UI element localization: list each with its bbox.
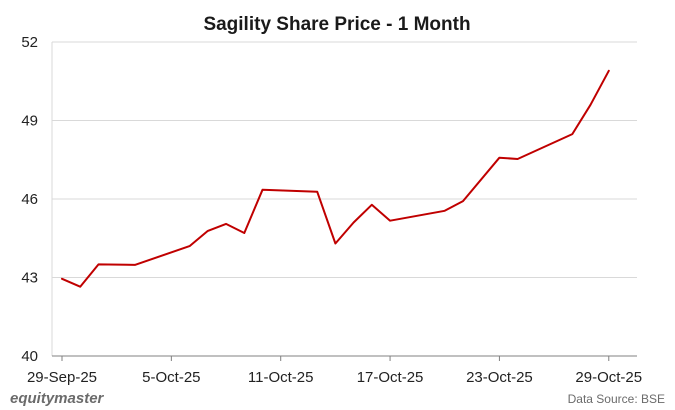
x-axis: 29-Sep-25 5-Oct-25 11-Oct-25 17-Oct-25 23-Oc… bbox=[27, 355, 642, 386]
x-tick-label: 29-Oct-25 bbox=[575, 369, 642, 386]
x-tick-label: 23-Oct-25 bbox=[466, 369, 533, 386]
price-line bbox=[61, 69, 610, 288]
x-tick-label: 17-Oct-25 bbox=[357, 369, 424, 386]
y-tick-label: 40 bbox=[21, 348, 38, 365]
equitymaster-logo: equitymaster bbox=[10, 390, 105, 407]
x-tick-label: 5-Oct-25 bbox=[142, 369, 200, 386]
y-axis-tick-labels: 40 43 46 49 52 bbox=[21, 34, 38, 365]
data-source-label: Data Source: BSE bbox=[568, 392, 665, 406]
y-tick-label: 52 bbox=[21, 34, 38, 51]
y-tick-label: 46 bbox=[21, 191, 38, 208]
y-tick-label: 43 bbox=[21, 270, 38, 287]
chart-title: Sagility Share Price - 1 Month bbox=[203, 14, 470, 35]
x-tick-label: 29-Sep-25 bbox=[27, 369, 97, 386]
y-tick-label: 49 bbox=[21, 113, 38, 130]
gridlines bbox=[51, 41, 637, 356]
x-tick-label: 11-Oct-25 bbox=[248, 369, 314, 386]
series-lines bbox=[61, 69, 610, 288]
